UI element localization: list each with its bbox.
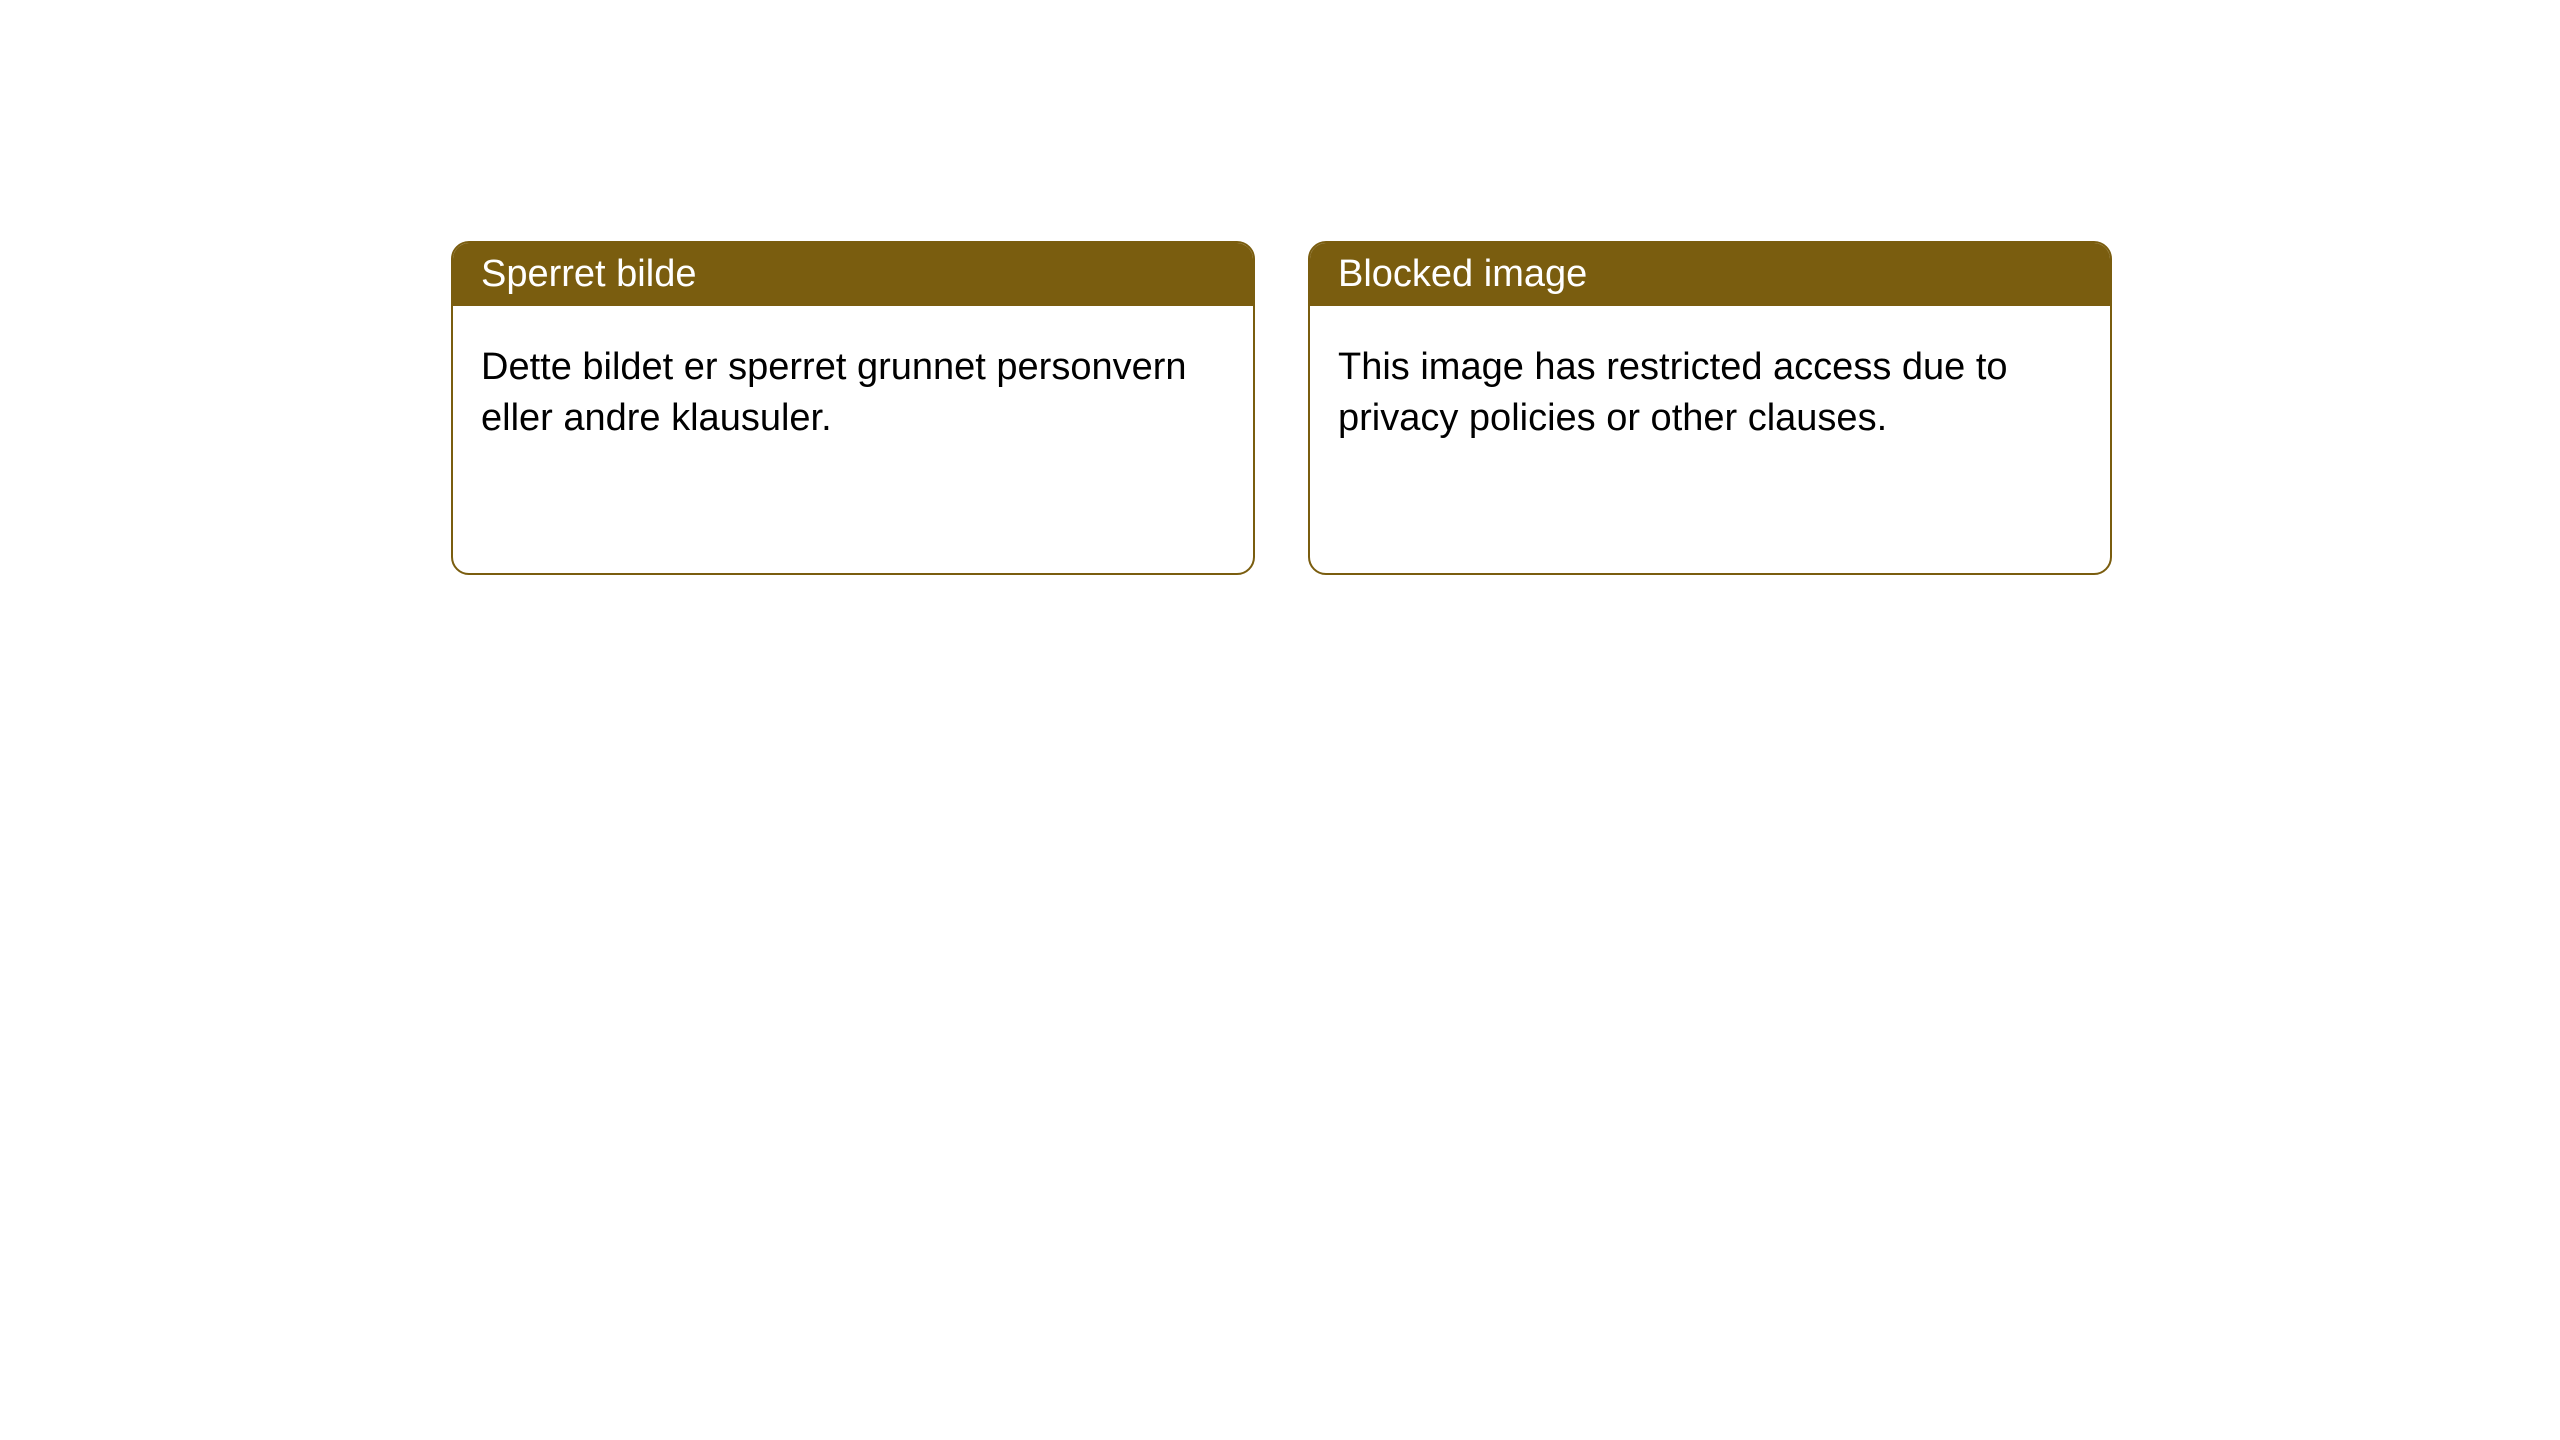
blocked-image-card-en: Blocked image This image has restricted … <box>1308 241 2112 575</box>
blocked-image-card-no: Sperret bilde Dette bildet er sperret gr… <box>451 241 1255 575</box>
card-body: This image has restricted access due to … <box>1310 306 2110 481</box>
card-header: Blocked image <box>1310 243 2110 306</box>
card-container: Sperret bilde Dette bildet er sperret gr… <box>0 0 2560 575</box>
card-title: Sperret bilde <box>481 253 696 295</box>
card-body-text: Dette bildet er sperret grunnet personve… <box>481 346 1187 439</box>
card-body: Dette bildet er sperret grunnet personve… <box>453 306 1253 481</box>
card-body-text: This image has restricted access due to … <box>1338 346 2008 439</box>
card-header: Sperret bilde <box>453 243 1253 306</box>
card-title: Blocked image <box>1338 253 1587 295</box>
